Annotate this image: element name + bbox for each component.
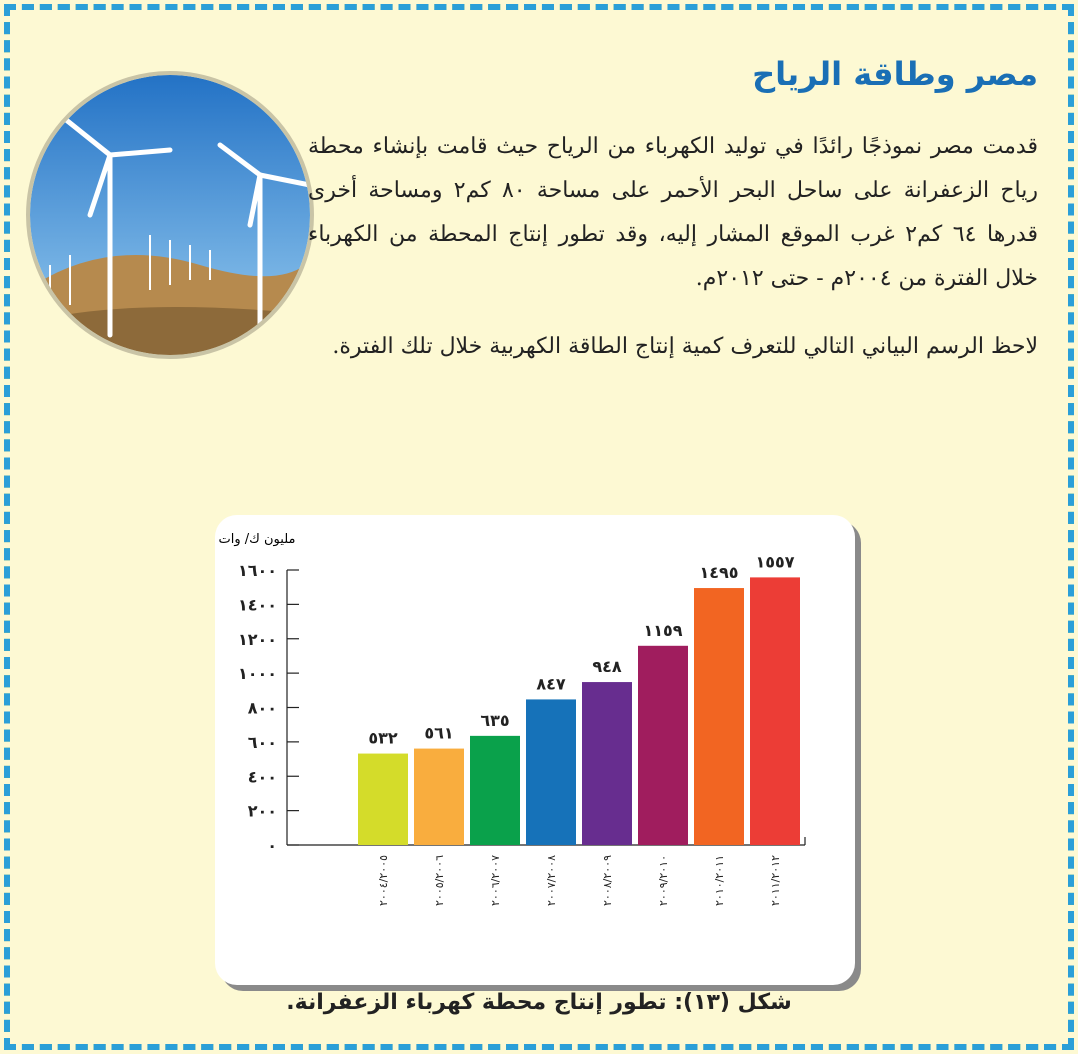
value-label: ١٥٥٧ bbox=[755, 552, 794, 571]
figure-caption: شكل (١٣): تطور إنتاج محطة كهرباء الزعفرا… bbox=[0, 990, 1078, 1015]
y-tick-label: ١٠٠٠ bbox=[238, 664, 277, 683]
value-label: ١١٥٩ bbox=[643, 621, 682, 640]
chart: مليون ك/ وات ٠ ٢٠٠ ٤٠٠ ٦٠٠ ٨٠٠ ١٠٠٠ ١٢٠٠ ١٤٠٠ ١٦… bbox=[215, 515, 855, 985]
x-tick-label: ٢٠١٠/٢٠١١ bbox=[713, 855, 726, 906]
section-title: مصر وطاقة الرياح bbox=[752, 55, 1038, 93]
x-tick-label: ٢٠٠٦/٢٠٠٧ bbox=[489, 855, 502, 906]
value-label: ١٤٩٥ bbox=[699, 563, 738, 582]
y-tick-label: ٨٠٠ bbox=[248, 699, 277, 718]
y-axis-label: مليون ك/ وات bbox=[219, 532, 296, 547]
value-label: ٥٦١ bbox=[424, 724, 453, 743]
x-tick-label: ٢٠٠٨/٢٠٠٩ bbox=[601, 855, 614, 906]
value-label: ٨٤٧ bbox=[536, 674, 566, 693]
y-tick-label: ١٤٠٠ bbox=[238, 595, 277, 614]
value-label: ٥٣٢ bbox=[368, 729, 398, 748]
wind-turbine-photo bbox=[20, 65, 320, 365]
value-label: ٦٣٥ bbox=[480, 711, 509, 730]
y-tick-label: ٤٠٠ bbox=[248, 767, 277, 786]
paragraph: قدمت مصر نموذجًا رائدًا في توليد الكهربا… bbox=[308, 125, 1038, 301]
y-tick-label: ١٦٠٠ bbox=[238, 561, 277, 580]
bar bbox=[750, 577, 800, 845]
page: مصر وطاقة الرياح قدمت مصر نموذجًا رائدًا… bbox=[0, 0, 1078, 1054]
bar bbox=[414, 749, 464, 845]
bar bbox=[694, 588, 744, 845]
y-tick-label: ١٢٠٠ bbox=[238, 630, 277, 649]
bar bbox=[358, 754, 408, 845]
x-tick-label: ٢٠٠٤/٢٠٠٥ bbox=[377, 855, 390, 906]
paragraph: لاحظ الرسم البياني التالي للتعرف كمية إن… bbox=[308, 325, 1038, 369]
y-tick-label: ٢٠٠ bbox=[248, 802, 277, 821]
value-label: ٩٤٨ bbox=[592, 657, 622, 676]
y-tick-label: ٦٠٠ bbox=[248, 733, 277, 752]
bar bbox=[526, 699, 576, 845]
bar bbox=[582, 682, 632, 845]
x-tick-label: ٢٠١١/٢٠١٢ bbox=[769, 855, 782, 906]
y-tick-label: ٠ bbox=[267, 836, 277, 855]
bar bbox=[638, 646, 688, 845]
x-tick-label: ٢٠٠٥/٢٠٠٦ bbox=[433, 855, 446, 906]
x-tick-label: ٢٠٠٧/٢٠٠٨ bbox=[545, 855, 558, 906]
chart-panel: مليون ك/ وات ٠ ٢٠٠ ٤٠٠ ٦٠٠ ٨٠٠ ١٠٠٠ ١٢٠٠ ١٤٠٠ ١٦… bbox=[215, 515, 855, 985]
bar bbox=[470, 736, 520, 845]
x-tick-label: ٢٠٠٩/٢٠١٠ bbox=[657, 855, 670, 906]
